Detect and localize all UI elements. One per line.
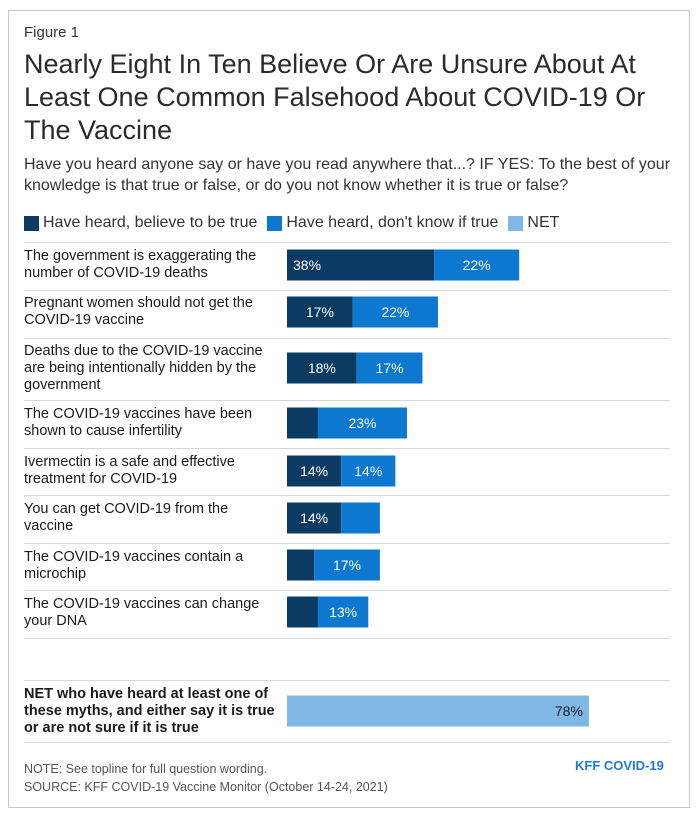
category-label: You can get COVID-19 from the vaccine — [24, 501, 229, 534]
bar-believe — [287, 296, 353, 328]
bar-believe — [287, 596, 318, 628]
legend-swatch-dont-know — [267, 215, 283, 231]
bar-dont-know — [356, 352, 423, 384]
category-label: Deaths due to the COVID-19 vaccine are b… — [24, 343, 263, 393]
data-label-dont-know: 22% — [463, 257, 491, 273]
category-label: The COVID-19 vaccines can change your DN… — [24, 596, 260, 629]
data-label-dont-know: 17% — [333, 557, 361, 573]
row-divider — [24, 242, 670, 243]
bar-dont-know — [352, 296, 438, 328]
legend-swatch-believe — [24, 215, 39, 231]
data-label-dont-know: 13% — [329, 604, 357, 620]
bar-dont-know — [314, 549, 380, 581]
data-label-dont-know: 23% — [348, 415, 376, 431]
brand-logo-text: KFF COVID-19 — [575, 758, 664, 773]
row-divider — [24, 290, 670, 291]
row-divider — [24, 742, 670, 743]
data-label-believe: 18% — [308, 360, 336, 376]
data-label-dont-know: 22% — [381, 304, 409, 320]
bar-dont-know — [317, 596, 369, 628]
category-label: The COVID-19 vaccines have been shown to… — [24, 406, 253, 439]
row-divider — [24, 448, 670, 449]
data-label-dont-know: 17% — [376, 360, 404, 376]
data-label-believe: 17% — [306, 304, 334, 320]
source: SOURCE: KFF COVID-19 Vaccine Monitor (Oc… — [24, 780, 388, 794]
legend: Have heard, believe to be true Have hear… — [24, 213, 569, 233]
chart-title: Nearly Eight In Ten Believe Or Are Unsur… — [24, 49, 646, 145]
figure-label: Figure 1 — [24, 24, 80, 41]
row-divider — [24, 590, 670, 591]
chart-subtitle: Have you heard anyone say or have you re… — [24, 156, 671, 194]
bar-believe — [287, 502, 342, 534]
legend-label-net: NET — [527, 214, 560, 231]
legend-label-believe: Have heard, believe to be true — [43, 214, 258, 231]
row-divider — [24, 543, 670, 544]
bar-believe — [287, 407, 318, 439]
legend-swatch-net — [508, 215, 524, 231]
data-label-believe: 14% — [300, 510, 328, 526]
row-divider — [24, 680, 670, 681]
category-label: The COVID-19 vaccines contain a microchi… — [24, 549, 244, 582]
net-label: NET who have heard at least one of these… — [24, 686, 275, 736]
data-label-believe: 14% — [300, 463, 328, 479]
bar-dont-know — [341, 502, 380, 534]
category-label: The government is exaggerating the numbe… — [24, 248, 257, 281]
legend-item-believe: Have heard, believe to be true — [24, 214, 257, 232]
bar-believe — [287, 352, 357, 384]
row-divider — [24, 338, 670, 339]
row-divider — [24, 400, 670, 401]
bar-dont-know — [434, 249, 520, 281]
row-divider — [24, 638, 670, 639]
data-label-dont-know: 14% — [354, 463, 382, 479]
note: NOTE: See topline for full question word… — [24, 762, 268, 776]
bar-net — [287, 695, 589, 727]
data-label-believe: 38% — [293, 257, 321, 273]
bar-believe — [287, 455, 342, 487]
data-label-net: 78% — [555, 703, 583, 719]
legend-item-net: NET — [508, 214, 559, 232]
category-label: Pregnant women should not get the COVID-… — [24, 295, 253, 328]
bar-believe — [287, 549, 315, 581]
legend-item-dont-know: Have heard, don't know if true — [267, 214, 498, 232]
bar-dont-know — [341, 455, 396, 487]
figure-frame — [8, 10, 690, 808]
legend-label-dont-know: Have heard, don't know if true — [286, 214, 499, 231]
category-label: Ivermectin is a safe and effective treat… — [24, 454, 235, 487]
bar-believe — [287, 249, 435, 281]
row-divider — [24, 495, 670, 496]
bar-dont-know — [317, 407, 407, 439]
